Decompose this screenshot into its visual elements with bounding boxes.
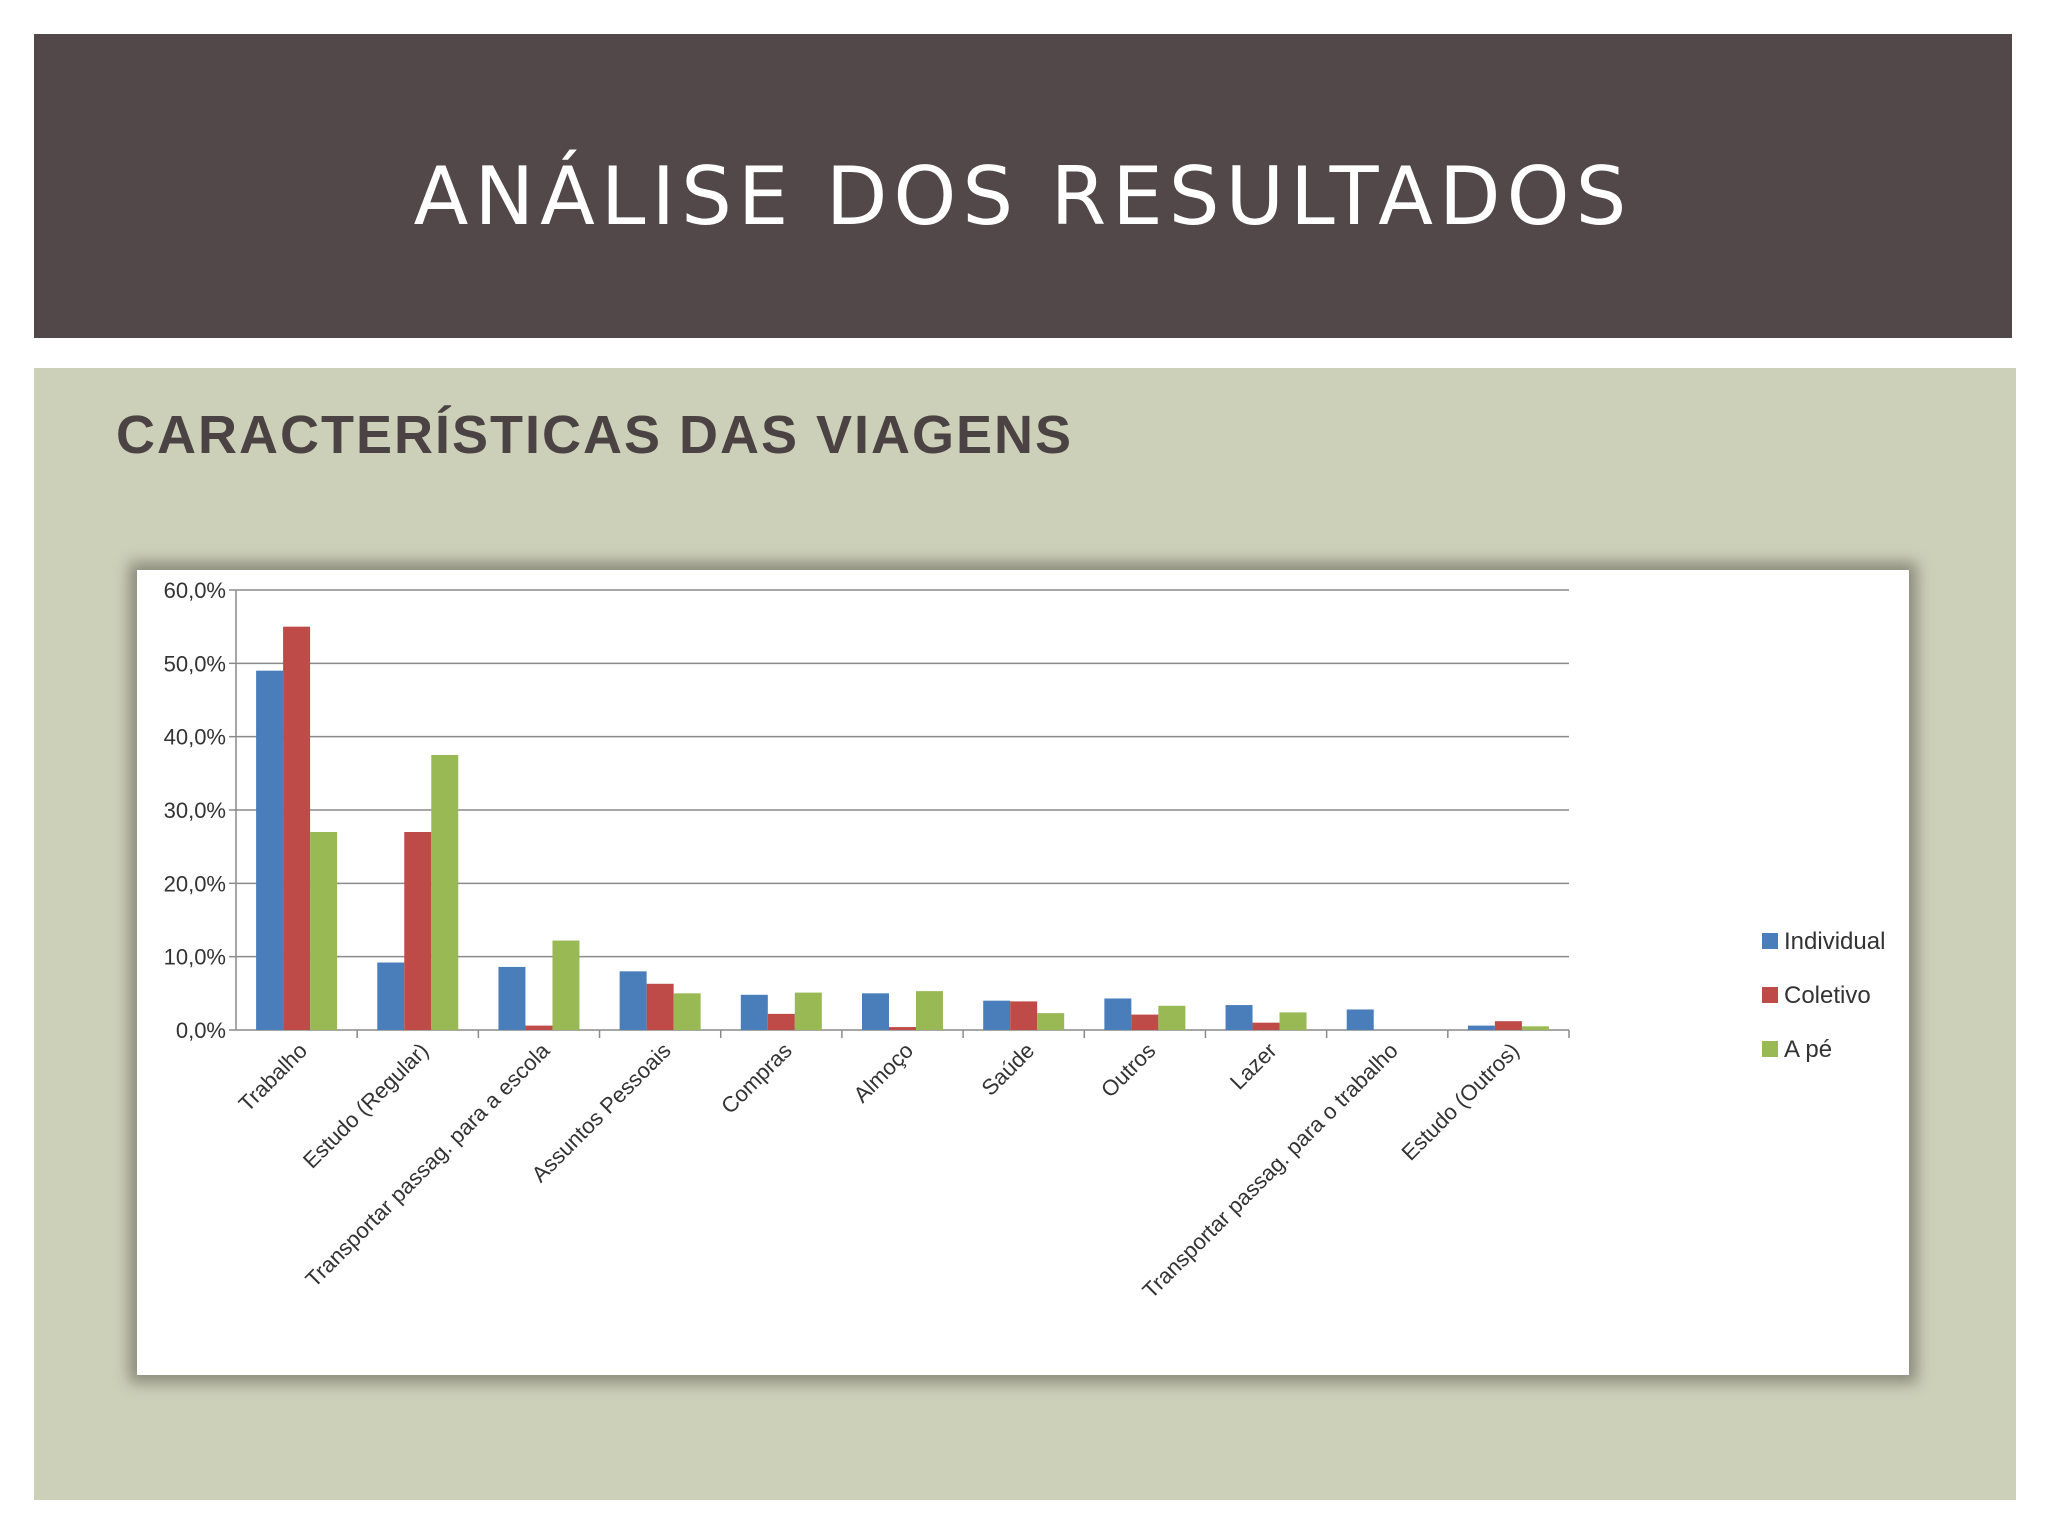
slide-content: CARACTERÍSTICAS DAS VIAGENS 0,0% 10,0% 20,… <box>34 368 2016 1500</box>
bar-chart: 0,0% 10,0% 20,0% 30,0% 40,0% 50,0% 60,0% Trabal… <box>164 578 1886 1303</box>
bar-individual-6 <box>983 1000 1011 1030</box>
x-category-label: Estudo (Outros) <box>1396 1038 1523 1165</box>
y-tick-label: 30,0% <box>164 798 226 823</box>
legend-swatch <box>1762 933 1778 949</box>
bar-coletivo-1 <box>404 832 432 1030</box>
legend-label: A pé <box>1784 1036 1832 1063</box>
bar-a-p--10 <box>1521 1026 1549 1030</box>
bar-coletivo-5 <box>889 1027 916 1030</box>
bar-coletivo-3 <box>646 983 674 1030</box>
x-category-label: Almoço <box>848 1038 918 1108</box>
bar-coletivo-0 <box>283 626 311 1030</box>
bar-individual-3 <box>619 971 647 1030</box>
x-category-label: Outros <box>1096 1038 1160 1102</box>
section-subtitle: CARACTERÍSTICAS DAS VIAGENS <box>116 405 1074 465</box>
bar-a-p--3 <box>673 993 701 1030</box>
bar-a-p--6 <box>1037 1013 1065 1030</box>
bar-coletivo-2 <box>525 1025 553 1030</box>
bar-individual-0 <box>256 670 284 1030</box>
y-tick-label: 10,0% <box>164 945 226 970</box>
bar-a-p--0 <box>310 832 338 1030</box>
bar-a-p--1 <box>431 755 459 1030</box>
x-category-label: Estudo (Regular) <box>298 1038 433 1173</box>
x-category-label: Lazer <box>1225 1038 1282 1095</box>
slide-title: ANÁLISE DOS RESULTADOS <box>413 149 1633 243</box>
bar-individual-4 <box>740 994 768 1030</box>
bar-individual-9 <box>1346 1009 1374 1030</box>
y-tick-label: 0,0% <box>176 1018 226 1043</box>
bar-coletivo-7 <box>1131 1014 1159 1030</box>
chart-frame: 0,0% 10,0% 20,0% 30,0% 40,0% 50,0% 60,0% Trabal… <box>137 570 1909 1375</box>
bar-coletivo-4 <box>767 1013 795 1030</box>
legend-label: Coletivo <box>1784 982 1871 1009</box>
bar-coletivo-8 <box>1252 1022 1280 1030</box>
bar-individual-8 <box>1225 1005 1253 1030</box>
x-category-label: Transportar passag. para o trabalho <box>1137 1038 1402 1303</box>
bar-coletivo-6 <box>1010 1001 1038 1030</box>
bar-individual-1 <box>377 962 405 1030</box>
y-tick-label: 40,0% <box>164 725 226 750</box>
bar-individual-7 <box>1104 998 1132 1030</box>
bar-a-p--8 <box>1279 1012 1307 1030</box>
y-tick-label: 60,0% <box>164 578 226 603</box>
legend-swatch <box>1762 1041 1778 1057</box>
bar-a-p--5 <box>916 991 943 1030</box>
y-tick-label: 20,0% <box>164 871 226 896</box>
x-category-label: Saúde <box>977 1038 1040 1101</box>
x-category-label: Compras <box>716 1038 797 1119</box>
x-category-label: Trabalho <box>234 1038 312 1116</box>
bar-individual-5 <box>862 993 889 1030</box>
bar-a-p--2 <box>552 940 580 1030</box>
legend-swatch <box>1762 987 1778 1003</box>
slide-header: ANÁLISE DOS RESULTADOS <box>34 34 2012 338</box>
legend-label: Individual <box>1784 928 1885 955</box>
bar-individual-10 <box>1467 1025 1495 1030</box>
bar-a-p--4 <box>794 992 822 1030</box>
bar-coletivo-10 <box>1494 1021 1522 1030</box>
x-category-label: Transportar passag. para a escola <box>300 1037 555 1292</box>
bar-individual-2 <box>498 966 526 1030</box>
y-tick-label: 50,0% <box>164 651 226 676</box>
bar-a-p--7 <box>1158 1005 1186 1030</box>
